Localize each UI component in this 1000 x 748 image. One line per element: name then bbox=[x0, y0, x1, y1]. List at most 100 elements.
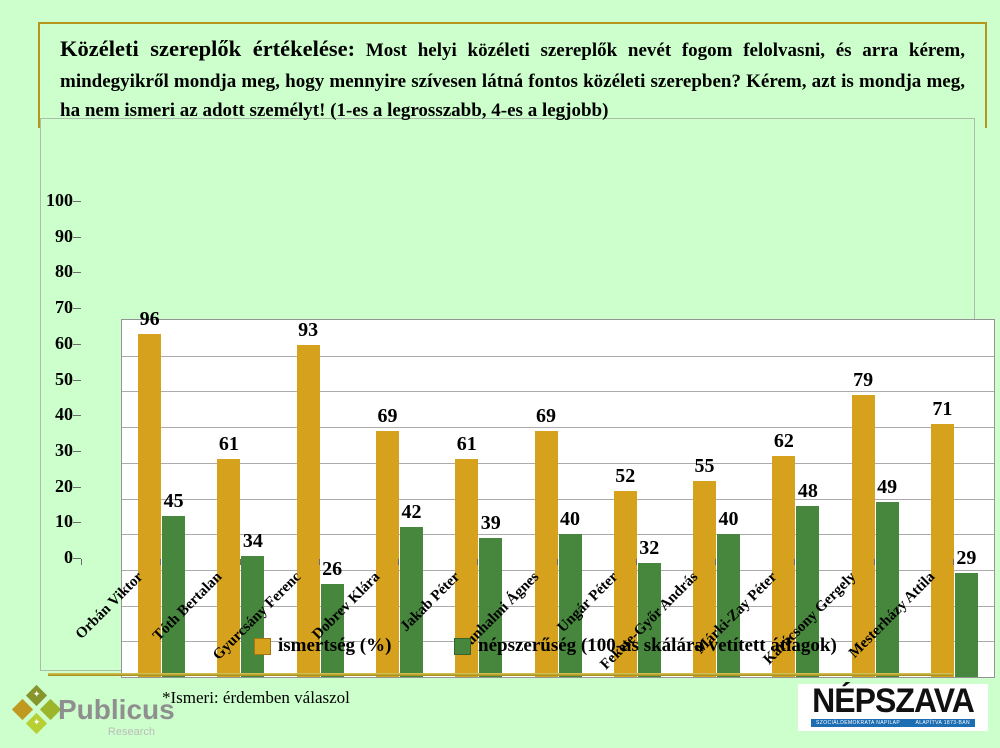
y-axis-tick bbox=[73, 522, 81, 524]
publicus-research-label: Research bbox=[107, 726, 155, 738]
value-label: 61 bbox=[456, 433, 477, 456]
value-label: 45 bbox=[163, 490, 184, 513]
value-label: 42 bbox=[401, 501, 422, 524]
x-axis-tick bbox=[81, 559, 82, 565]
legend-item: népszerűség (100-as skálára vetített átl… bbox=[454, 635, 837, 657]
bar-nepszeruseg bbox=[479, 537, 503, 677]
bar-ismertseg bbox=[930, 423, 954, 677]
value-label: 93 bbox=[298, 319, 319, 341]
gridline bbox=[122, 427, 994, 429]
x-axis-tick bbox=[794, 559, 796, 565]
nepszava-tagline-bar: SZOCIÁLDEMOKRATA NAPILAP ALAPÍTVA 1873-B… bbox=[811, 719, 975, 727]
y-axis-label: 70 bbox=[55, 297, 73, 318]
value-label: 79 bbox=[853, 368, 874, 391]
x-axis-tick bbox=[239, 559, 241, 565]
bar-ismertseg bbox=[217, 459, 241, 677]
y-axis-tick bbox=[73, 379, 81, 381]
bar-nepszeruseg bbox=[637, 562, 661, 677]
slide-title-question: Most helyi közéleti szereplők nevét fogo… bbox=[60, 40, 965, 122]
gridline bbox=[122, 462, 994, 464]
y-axis-tick bbox=[73, 272, 81, 274]
y-axis-label: 10 bbox=[55, 511, 73, 532]
bar-ismertseg bbox=[851, 394, 875, 677]
y-axis-tick bbox=[73, 343, 81, 345]
x-axis-tick bbox=[398, 559, 400, 565]
bar-ismertseg bbox=[534, 430, 558, 677]
value-label: 61 bbox=[218, 433, 239, 456]
legend-label: ismertség (%) bbox=[278, 635, 392, 656]
chart-container: 96 45 61 34 93 26 69 42 61 39 69 40 52 32 55 40 62 48 79 49… bbox=[40, 118, 995, 678]
publicus-diamond-icon: ✦ bbox=[25, 684, 48, 707]
nepszava-tagline-right: ALAPÍTVA 1873-BAN bbox=[915, 719, 970, 726]
y-axis-label: 100 bbox=[46, 190, 73, 210]
legend-item: ismertség (%) bbox=[254, 635, 391, 657]
y-axis-tick bbox=[73, 450, 81, 452]
value-label: 96 bbox=[139, 308, 160, 331]
publicus-wordmark: Publicus bbox=[58, 694, 175, 725]
footnote: *Ismeri: érdemben válaszol bbox=[162, 688, 350, 707]
value-label: 71 bbox=[932, 397, 953, 420]
gridline bbox=[122, 355, 994, 357]
bar-ismertseg bbox=[296, 345, 320, 677]
value-label: 40 bbox=[560, 508, 580, 531]
bar-nepszeruseg bbox=[954, 573, 978, 677]
y-axis-tick bbox=[73, 201, 81, 202]
plot-area: 96 45 61 34 93 26 69 42 61 39 69 40 52 32 55 40 62 48 79 49… bbox=[121, 308, 995, 678]
gridline bbox=[122, 569, 994, 571]
bar-nepszeruseg bbox=[875, 502, 899, 677]
gridline bbox=[122, 534, 994, 536]
x-axis-tick bbox=[556, 559, 558, 565]
bar-nepszeruseg bbox=[796, 505, 820, 677]
x-axis-tick bbox=[318, 559, 320, 565]
value-label: 52 bbox=[615, 465, 636, 488]
nepszava-wordmark: NÉPSZAVA bbox=[812, 682, 975, 720]
bar-nepszeruseg bbox=[558, 534, 582, 677]
legend-label: népszerűség (100-as skálára vetített átl… bbox=[478, 635, 837, 656]
bar-ismertseg bbox=[138, 334, 162, 677]
y-axis-tick bbox=[73, 486, 81, 488]
value-label: 62 bbox=[773, 429, 794, 452]
x-axis-tick bbox=[953, 559, 954, 565]
value-label: 32 bbox=[639, 536, 660, 559]
y-axis-label: 60 bbox=[55, 332, 73, 353]
bar-nepszeruseg bbox=[399, 527, 423, 677]
y-axis-label: 80 bbox=[55, 261, 73, 282]
value-label: 69 bbox=[536, 404, 556, 427]
y-axis-label: 40 bbox=[55, 404, 73, 425]
bar-nepszeruseg bbox=[320, 584, 344, 677]
y-axis-tick bbox=[73, 558, 81, 559]
publicus-diamond-icon: ✦ bbox=[25, 712, 48, 735]
value-label: 29 bbox=[956, 547, 977, 570]
value-label: 48 bbox=[797, 479, 818, 502]
value-label: 40 bbox=[718, 508, 739, 531]
y-axis-label: 90 bbox=[55, 225, 73, 246]
y-axis-label: 0 bbox=[64, 547, 73, 567]
gridline bbox=[122, 605, 994, 607]
x-axis-tick bbox=[635, 559, 637, 565]
publicus-diamond-icon bbox=[11, 698, 34, 721]
gridline bbox=[122, 498, 994, 500]
publicus-logo: ✦ ✦ Publicus Research bbox=[11, 684, 192, 742]
bar-ismertseg bbox=[375, 430, 399, 677]
gridline bbox=[122, 391, 994, 393]
bar-ismertseg bbox=[693, 480, 717, 677]
legend-swatch-icon bbox=[454, 637, 471, 655]
slide-title: Közéleti szereplők értékelése: Most hely… bbox=[60, 32, 965, 126]
value-label: 55 bbox=[694, 454, 715, 477]
value-label: 69 bbox=[377, 404, 398, 427]
gridline bbox=[122, 641, 994, 643]
value-label: 26 bbox=[322, 558, 343, 581]
footer-divider-line bbox=[48, 673, 953, 676]
value-label: 49 bbox=[877, 476, 898, 499]
nepszava-tagline-left: SZOCIÁLDEMOKRATA NAPILAP bbox=[816, 719, 901, 726]
nepszava-logo: NÉPSZAVA SZOCIÁLDEMOKRATA NAPILAP ALAPÍT… bbox=[798, 682, 988, 731]
bar-nepszeruseg bbox=[717, 534, 741, 677]
y-axis-tick bbox=[73, 236, 81, 238]
y-axis-label: 50 bbox=[55, 368, 73, 389]
y-axis-tick bbox=[73, 415, 81, 417]
bar-ismertseg bbox=[455, 459, 479, 677]
value-label: 34 bbox=[242, 529, 263, 552]
y-axis-label: 20 bbox=[55, 475, 73, 496]
x-axis-tick bbox=[715, 559, 717, 565]
